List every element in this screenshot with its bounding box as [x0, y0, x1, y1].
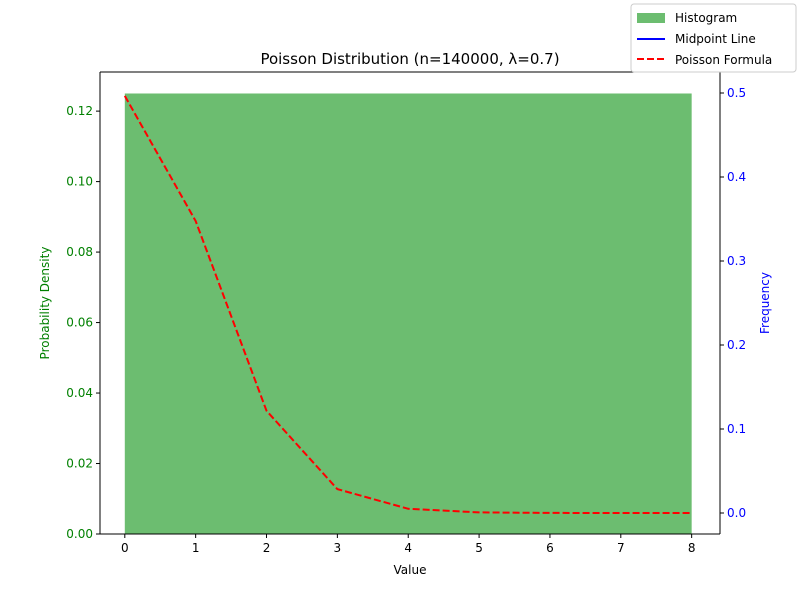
- y-left-tick-label: 0.06: [66, 316, 93, 330]
- legend-box: [630, 3, 797, 73]
- plot-area: [123, 93, 692, 534]
- x-tick-label: 0: [121, 541, 129, 555]
- y-right-tick-label: 0.1: [727, 422, 746, 436]
- y-left-tick-label: 0.04: [66, 386, 93, 400]
- axes: 0 1 2 3 4 5 6 7 8 0.00 0.02 0.04 0.06 0.08 0.10 0.12 0.0…: [66, 71, 746, 555]
- legend-histogram-swatch: [637, 13, 665, 23]
- legend: Histogram Midpoint Line Poisson Formula: [630, 3, 797, 73]
- x-tick-label: 5: [475, 541, 483, 555]
- y-right-tick-label: 0.3: [727, 254, 746, 268]
- x-tick-label: 4: [404, 541, 412, 555]
- chart-title: Poisson Distribution (n=140000, λ=0.7): [260, 50, 559, 68]
- y-right-tick-label: 0.2: [727, 338, 746, 352]
- legend-midpoint-label: Midpoint Line: [675, 32, 756, 46]
- y-axis-label-left: Probability Density: [38, 247, 52, 360]
- x-tick-label: 8: [688, 541, 696, 555]
- y-right-tick-label: 0.0: [727, 506, 746, 520]
- y-right-tick-label: 0.5: [727, 86, 746, 100]
- y-left-tick-label: 0.02: [66, 457, 93, 471]
- x-tick-label: 2: [263, 541, 271, 555]
- y-axis-label-right: Frequency: [758, 272, 772, 334]
- y-left-tick-label: 0.12: [66, 104, 93, 118]
- y-right-tick-label: 0.4: [727, 170, 746, 184]
- legend-poisson-label: Poisson Formula: [675, 53, 772, 67]
- x-axis-label: Value: [394, 563, 427, 577]
- x-tick-label: 6: [546, 541, 554, 555]
- histogram-bar: [124, 93, 692, 534]
- y-left-tick-label: 0.08: [66, 245, 93, 259]
- y-left-tick-label: 0.00: [66, 527, 93, 541]
- x-tick-label: 3: [334, 541, 342, 555]
- legend-histogram-label: Histogram: [675, 11, 737, 25]
- y-left-tick-label: 0.10: [66, 175, 93, 189]
- x-tick-label: 1: [192, 541, 200, 555]
- x-tick-label: 7: [617, 541, 625, 555]
- poisson-formula-line: [123, 95, 692, 514]
